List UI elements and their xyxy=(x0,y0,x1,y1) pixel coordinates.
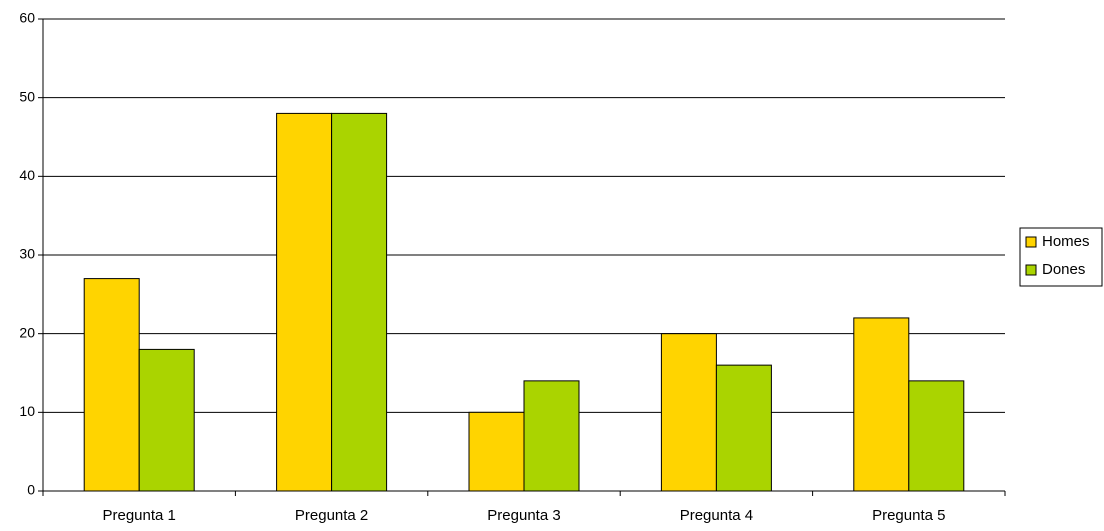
bar-dones-2 xyxy=(331,112,388,492)
bar-homes-4 xyxy=(660,333,717,492)
y-tick-label: 60 xyxy=(19,10,35,26)
bar-dones-4 xyxy=(715,364,772,492)
bar-homes-1 xyxy=(83,278,140,492)
legend-label-homes: Homes xyxy=(1042,233,1090,250)
bars xyxy=(83,112,965,492)
x-tick-label: Pregunta 4 xyxy=(680,507,753,524)
legend-swatch-dones xyxy=(1025,264,1037,276)
x-tick-label: Pregunta 1 xyxy=(103,507,176,524)
y-tick-label: 50 xyxy=(19,88,35,104)
y-tick-label: 40 xyxy=(19,167,35,183)
x-tick-label: Pregunta 5 xyxy=(872,507,945,524)
axes: 0 10 20 30 40 50 60 Pregunta 1 Pregunta 2 Pregunt… xyxy=(19,10,1006,524)
y-tick-label: 0 xyxy=(27,482,35,498)
y-tick-label: 10 xyxy=(19,403,35,419)
bar-dones-1 xyxy=(138,348,195,492)
bar-homes-3 xyxy=(468,411,525,492)
bar-homes-2 xyxy=(276,112,333,492)
x-tick-label: Pregunta 2 xyxy=(295,507,368,524)
gridlines xyxy=(43,18,1005,413)
y-tick-label: 30 xyxy=(19,246,35,262)
bar-homes-5 xyxy=(853,317,910,492)
legend-label-dones: Dones xyxy=(1042,261,1085,278)
legend: Homes Dones xyxy=(1019,227,1103,287)
x-tick-label: Pregunta 3 xyxy=(487,507,560,524)
y-tick-label: 20 xyxy=(19,324,35,340)
legend-swatch-homes xyxy=(1025,236,1037,248)
bar-dones-3 xyxy=(523,380,580,492)
bar-dones-5 xyxy=(908,380,965,492)
